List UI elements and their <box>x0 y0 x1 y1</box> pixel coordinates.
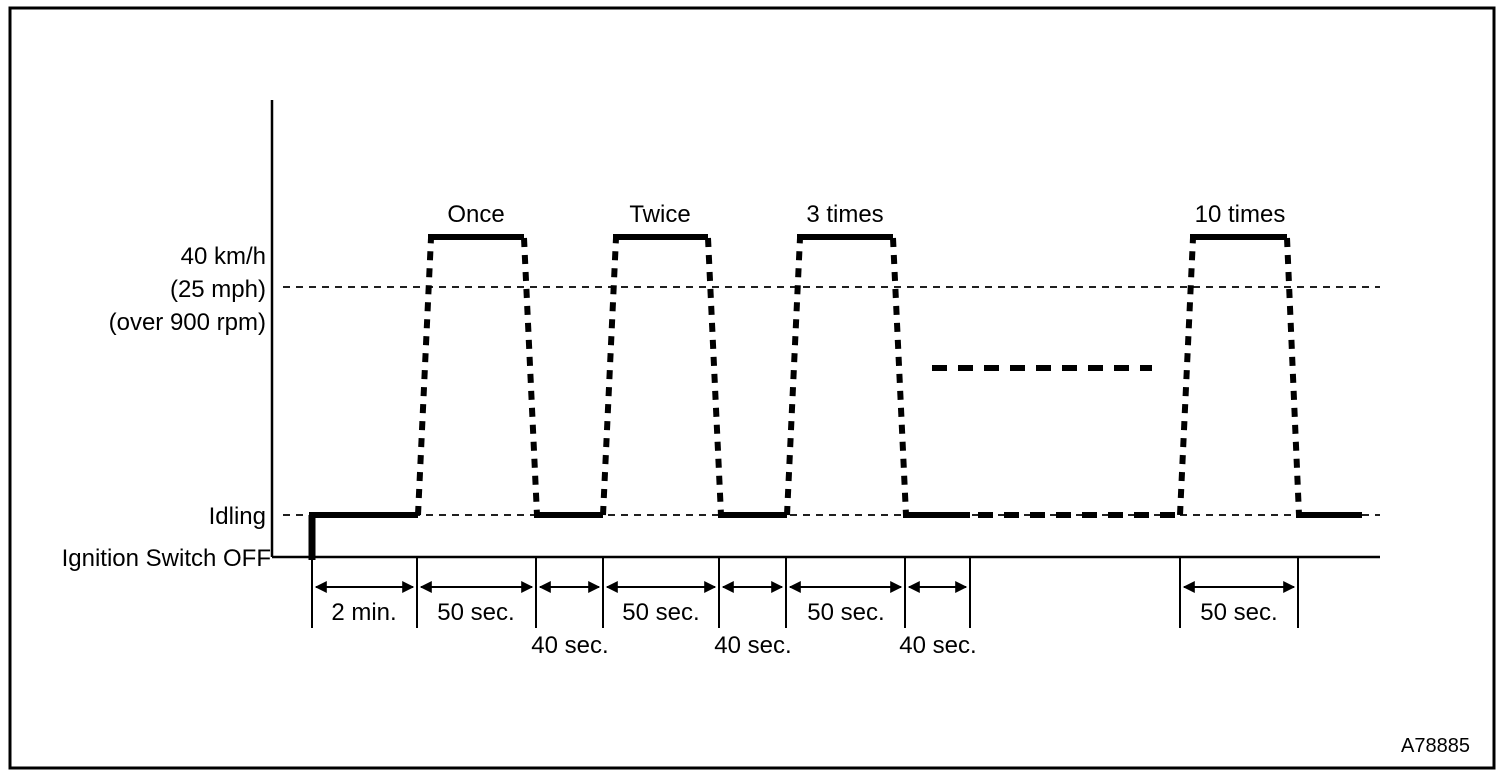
pulse-label-10-times: 10 times <box>1195 201 1286 228</box>
pulse4-falling-edge <box>1284 237 1302 516</box>
signal-trace <box>308 234 1362 560</box>
figure-border <box>8 6 1496 770</box>
interval-label-50sec-3: 50 sec. <box>807 599 884 626</box>
pulse3-rising-edge <box>784 237 803 516</box>
pulse1-rising-edge <box>415 237 434 516</box>
pulse1-falling-edge <box>521 237 540 516</box>
idling-label: Idling <box>209 503 266 530</box>
interval-label-40sec-1: 40 sec. <box>531 632 608 659</box>
pulse-label-twice: Twice <box>629 201 690 228</box>
pulse4-rising-edge <box>1177 237 1196 516</box>
interval-label-40sec-2: 40 sec. <box>714 632 791 659</box>
interval-label-50sec-2: 50 sec. <box>622 599 699 626</box>
pulse3-falling-edge <box>890 237 909 516</box>
interval-label-50sec-1: 50 sec. <box>437 599 514 626</box>
tick-marks <box>311 558 1299 628</box>
pulse-label-once: Once <box>447 201 504 228</box>
interval-label-50sec-4: 50 sec. <box>1200 599 1277 626</box>
interval-label-2min: 2 min. <box>331 599 396 626</box>
figure-reference-code: A78885 <box>1401 735 1470 757</box>
pulse2-rising-edge <box>600 237 619 516</box>
speed-label-rpm: (over 900 rpm) <box>109 309 266 336</box>
speed-label-mph: (25 mph) <box>170 276 266 303</box>
pulse-label-3-times: 3 times <box>806 201 883 228</box>
ignition-switch-off-label: Ignition Switch OFF <box>62 545 271 572</box>
pulse2-falling-edge <box>705 237 724 516</box>
speed-label-kmh: 40 km/h <box>181 243 266 270</box>
interval-label-40sec-3: 40 sec. <box>899 632 976 659</box>
